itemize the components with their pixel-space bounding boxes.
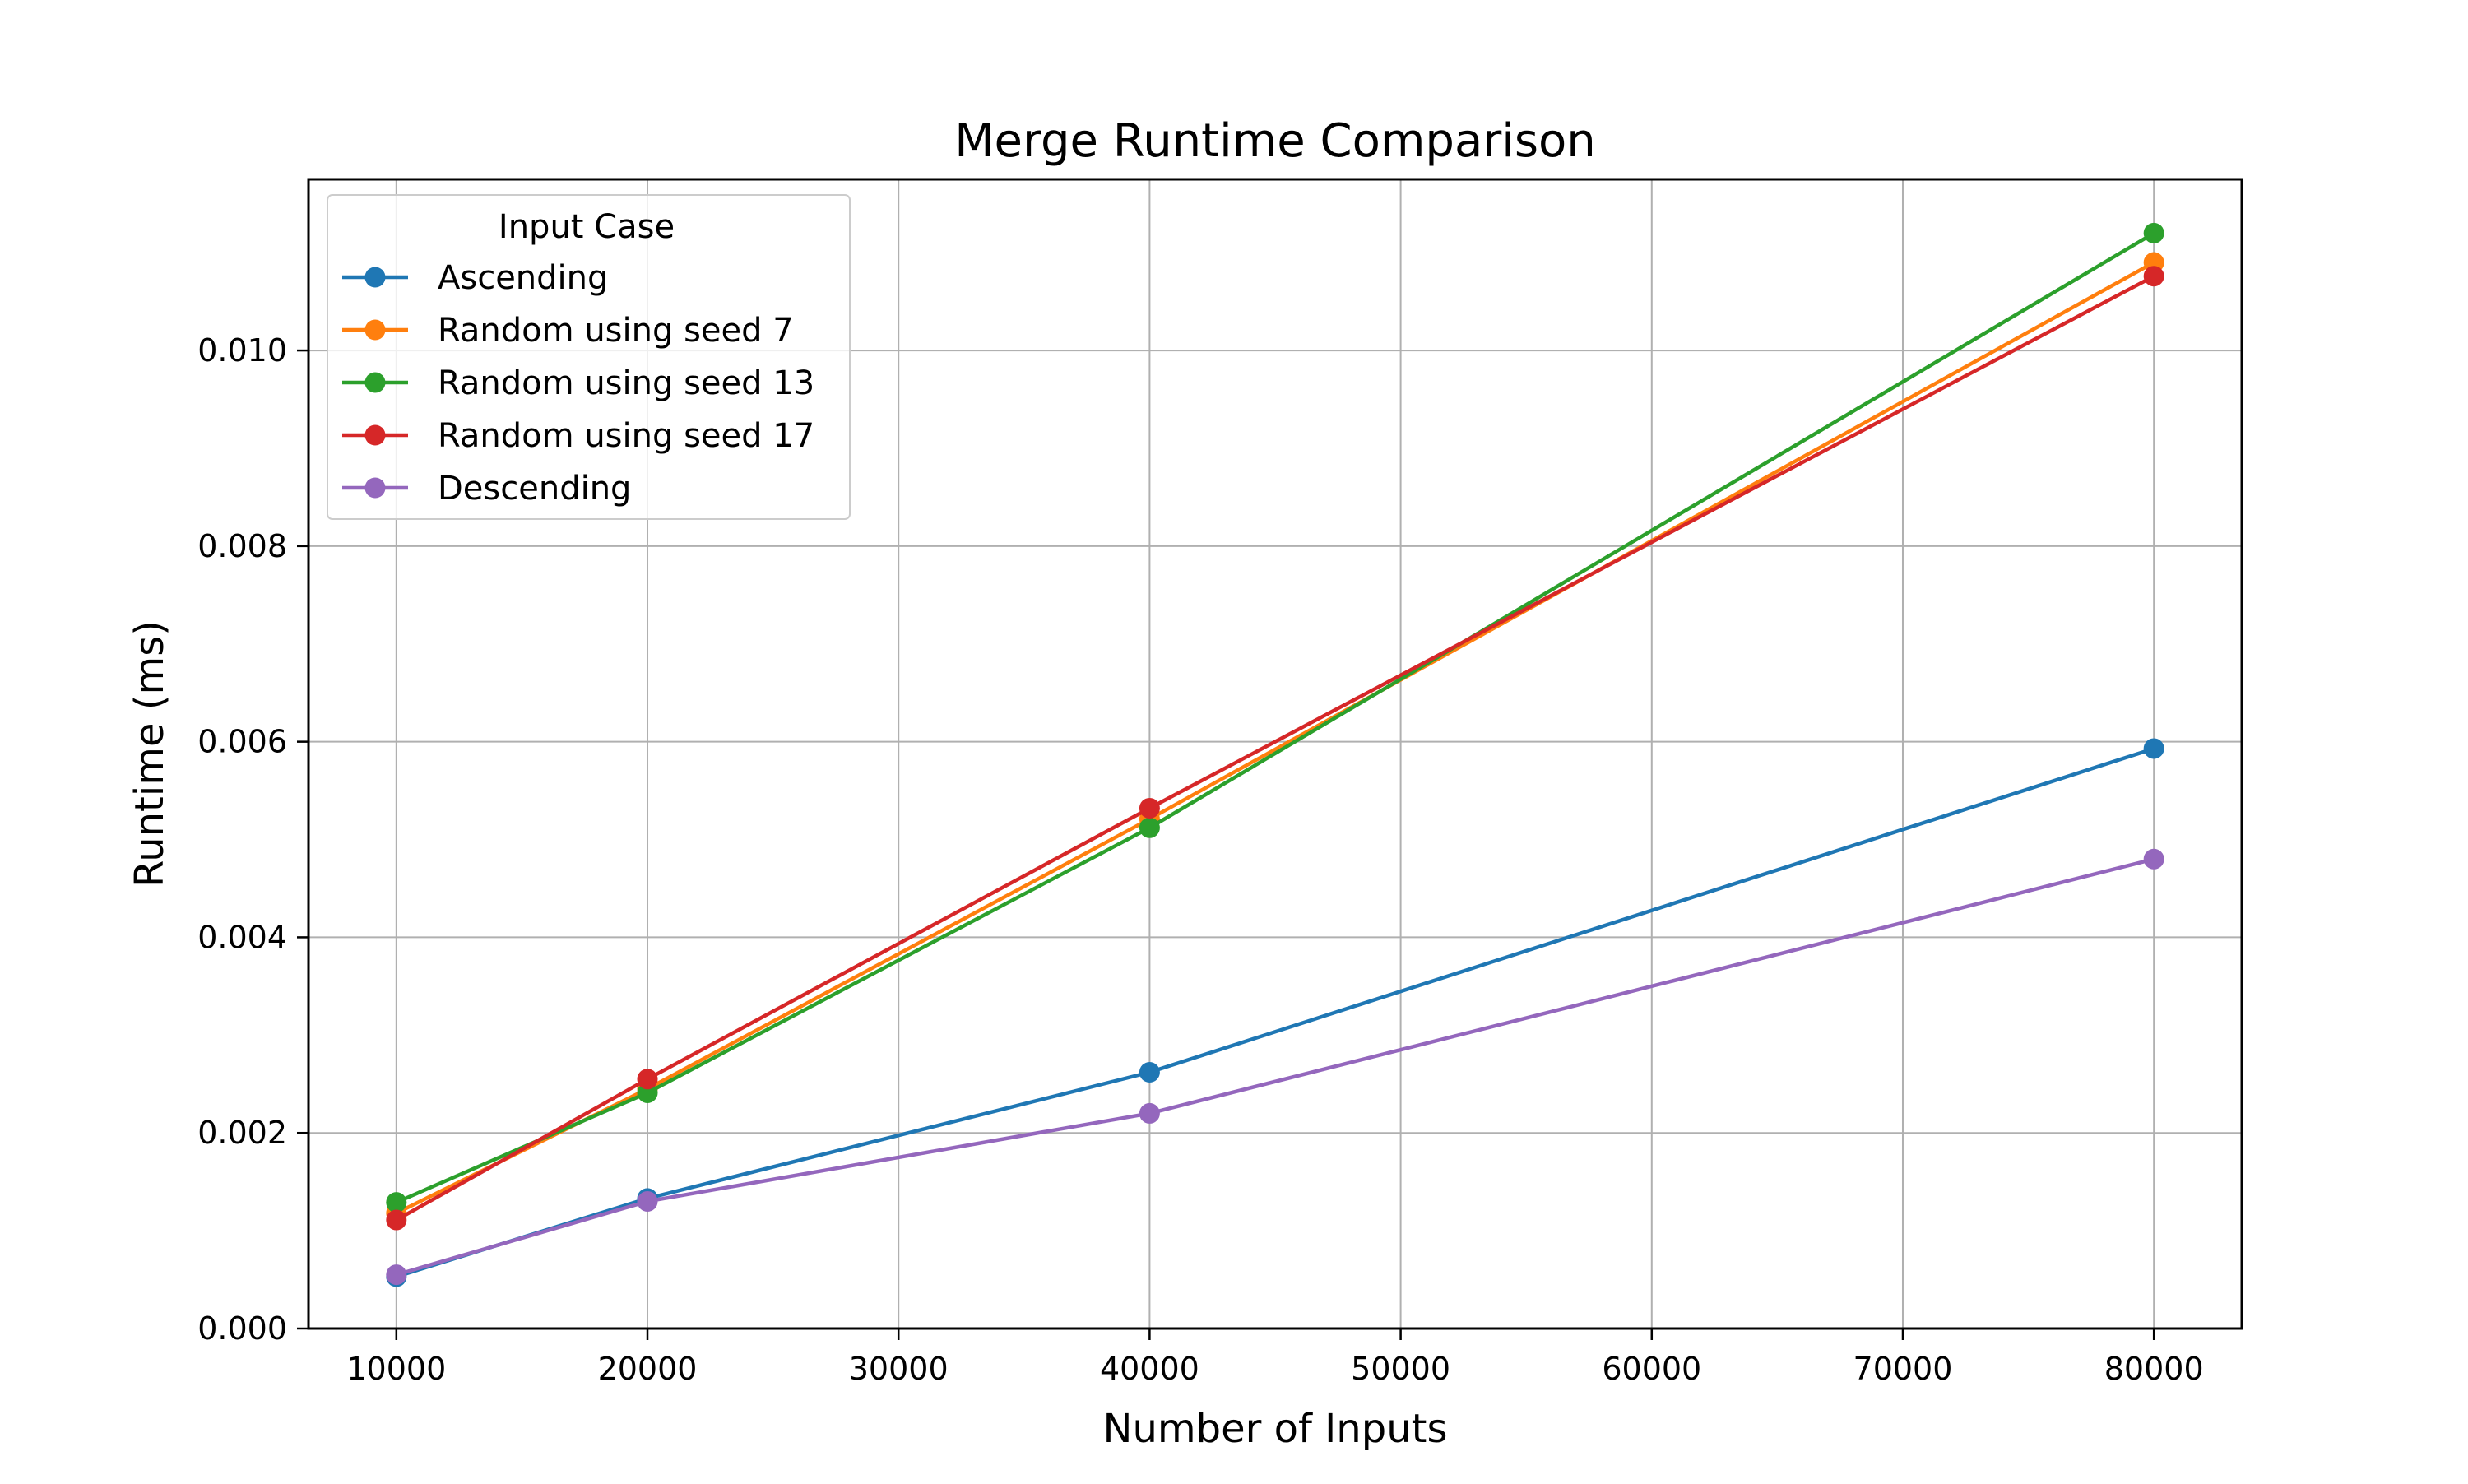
x-tick-label: 20000 — [598, 1351, 698, 1387]
data-point — [386, 1209, 407, 1231]
legend-box — [327, 194, 851, 520]
legend-marker — [364, 319, 386, 341]
plot-frame — [307, 178, 2243, 1330]
legend-marker — [364, 477, 386, 499]
y-tick-label: 0.008 — [197, 528, 287, 564]
legend: Input Case Ascending Random using seed 7 R… — [327, 194, 851, 520]
legend-items: Ascending Random using seed 7 Random using… — [342, 259, 814, 508]
series-random-using-seed-17 — [386, 266, 2164, 1231]
series-line — [396, 857, 2155, 1277]
x-tick-label: 60000 — [1602, 1351, 1701, 1387]
data-point — [1139, 797, 1160, 819]
data-point — [386, 1192, 407, 1213]
data-point — [2143, 222, 2164, 243]
x-tick-label: 50000 — [1351, 1351, 1450, 1387]
legend-item: Random using seed 17 — [342, 417, 814, 455]
data-point — [2143, 848, 2164, 870]
legend-item: Descending — [342, 470, 631, 508]
x-tick-label: 40000 — [1100, 1351, 1199, 1387]
x-tick-label: 70000 — [1853, 1351, 1953, 1387]
legend-label: Random using seed 7 — [438, 312, 794, 350]
data-point — [637, 1069, 658, 1090]
legend-label: Ascending — [438, 259, 608, 297]
legend-label: Descending — [438, 470, 631, 508]
data-point — [637, 1190, 658, 1212]
y-axis-label: Runtime (ms) — [127, 620, 173, 888]
y-axis-ticks: 0.000 0.002 0.004 0.006 0.008 0.010 — [197, 332, 308, 1347]
data-point — [2143, 738, 2164, 759]
x-tick-label: 10000 — [346, 1351, 446, 1387]
legend-marker — [364, 424, 386, 446]
data-point — [1139, 1102, 1160, 1124]
y-tick-label: 0.006 — [197, 724, 287, 760]
legend-label: Random using seed 13 — [438, 364, 814, 402]
x-tick-label: 80000 — [2104, 1351, 2204, 1387]
data-point — [386, 1264, 407, 1286]
legend-item: Random using seed 7 — [342, 312, 794, 350]
data-point — [1139, 1061, 1160, 1083]
legend-item: Random using seed 13 — [342, 364, 814, 402]
series-line — [395, 274, 2155, 1222]
y-tick-label: 0.000 — [197, 1310, 287, 1347]
legend-title: Input Case — [499, 208, 675, 246]
y-tick-label: 0.004 — [197, 919, 287, 955]
legend-label: Random using seed 17 — [438, 417, 814, 455]
series-layer — [386, 222, 2164, 1287]
x-axis-label: Number of Inputs — [1103, 1406, 1448, 1452]
y-tick-label: 0.010 — [197, 332, 287, 369]
data-point — [1139, 817, 1160, 838]
data-point — [2143, 266, 2164, 287]
legend-marker — [364, 372, 386, 393]
x-axis-ticks: 10000 20000 30000 40000 50000 60000 70000 80000 — [346, 1329, 2204, 1387]
x-tick-label: 30000 — [849, 1351, 949, 1387]
legend-marker — [364, 267, 386, 288]
legend-item: Ascending — [342, 259, 608, 297]
y-tick-label: 0.002 — [197, 1115, 287, 1151]
chart-title: Merge Runtime Comparison — [954, 114, 1596, 168]
series-descending — [386, 848, 2164, 1286]
